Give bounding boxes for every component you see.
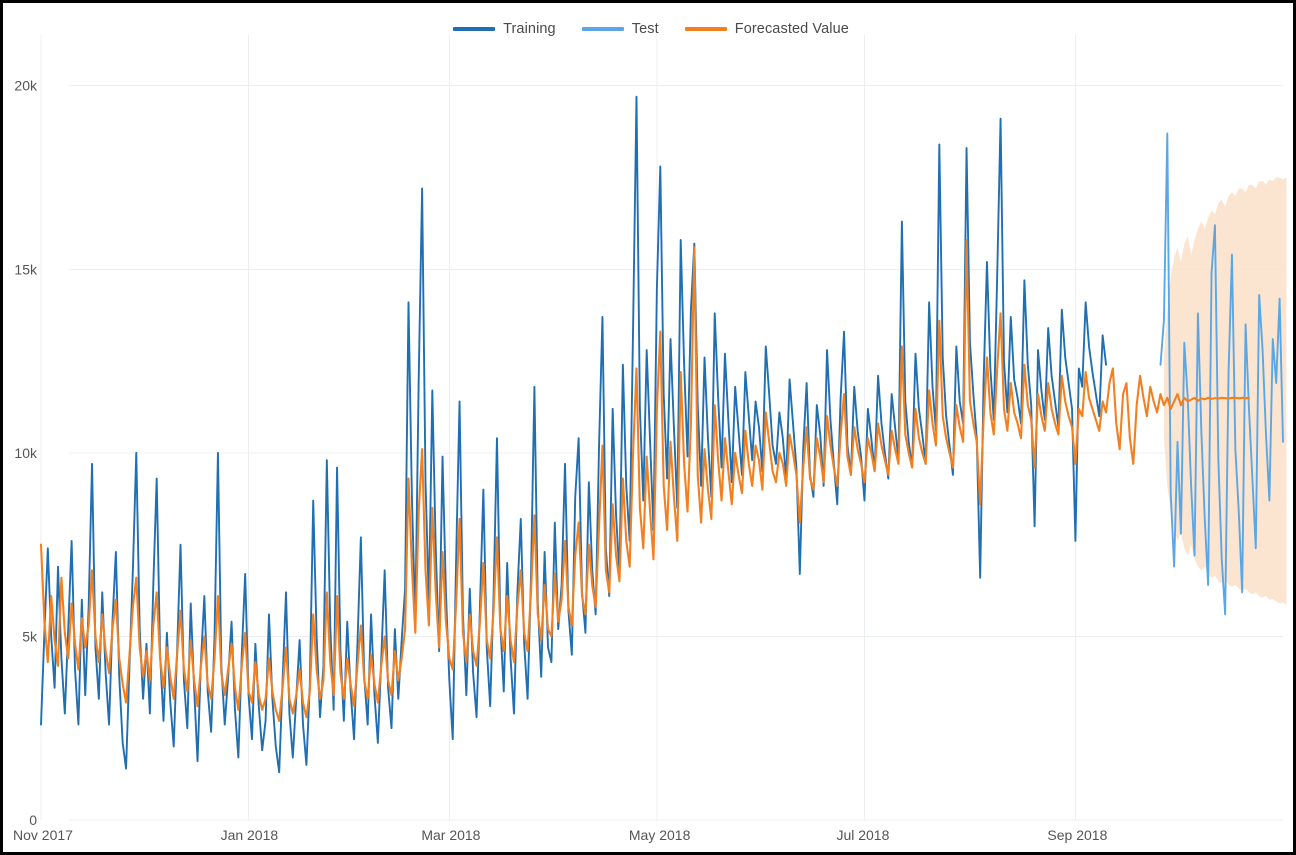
legend-label-test: Test — [631, 21, 659, 37]
confidence-interval-area — [1163, 177, 1287, 606]
x-tick-label: Nov 2017 — [13, 827, 73, 843]
x-tick-label: Sep 2018 — [1047, 827, 1107, 843]
series-lines — [39, 95, 1284, 774]
legend-label-forecasted-value: Forecasted Value — [734, 21, 849, 37]
x-tick-label: May 2018 — [629, 827, 691, 843]
y-tick-label: 5k — [22, 628, 38, 644]
x-tick-label: Jan 2018 — [221, 827, 279, 843]
legend-item-training[interactable]: Training — [453, 21, 556, 37]
x-tick-label: Mar 2018 — [421, 827, 480, 843]
x-axis-ticks: Nov 2017 Jan 2018 Mar 2018 May 2018 Jul 2018… — [13, 827, 1108, 843]
legend-swatch-forecasted-value — [684, 27, 727, 31]
y-tick-label: 20k — [14, 78, 38, 94]
confidence-band — [1163, 177, 1287, 606]
y-axis-ticks: 0 5k 10k 15k 20k — [14, 78, 38, 828]
legend-swatch-training — [453, 27, 496, 31]
legend-item-test[interactable]: Test — [581, 21, 659, 37]
y-tick-label: 10k — [14, 445, 38, 461]
series-line-forecasted-value — [39, 238, 1251, 722]
legend-label-training: Training — [503, 21, 556, 37]
chart-legend: Training Test Forecasted Value — [3, 21, 1293, 37]
y-tick-label: 15k — [14, 261, 38, 277]
x-tick-label: Jul 2018 — [836, 827, 889, 843]
legend-swatch-test — [581, 27, 624, 31]
legend-item-forecasted-value[interactable]: Forecasted Value — [684, 21, 849, 37]
y-tick-label: 0 — [29, 812, 37, 828]
time-series-plot: 0 5k 10k 15k 20k Nov 2017 Jan 2018 Mar 2018 May… — [13, 35, 1287, 843]
series-line-test — [1159, 132, 1284, 616]
